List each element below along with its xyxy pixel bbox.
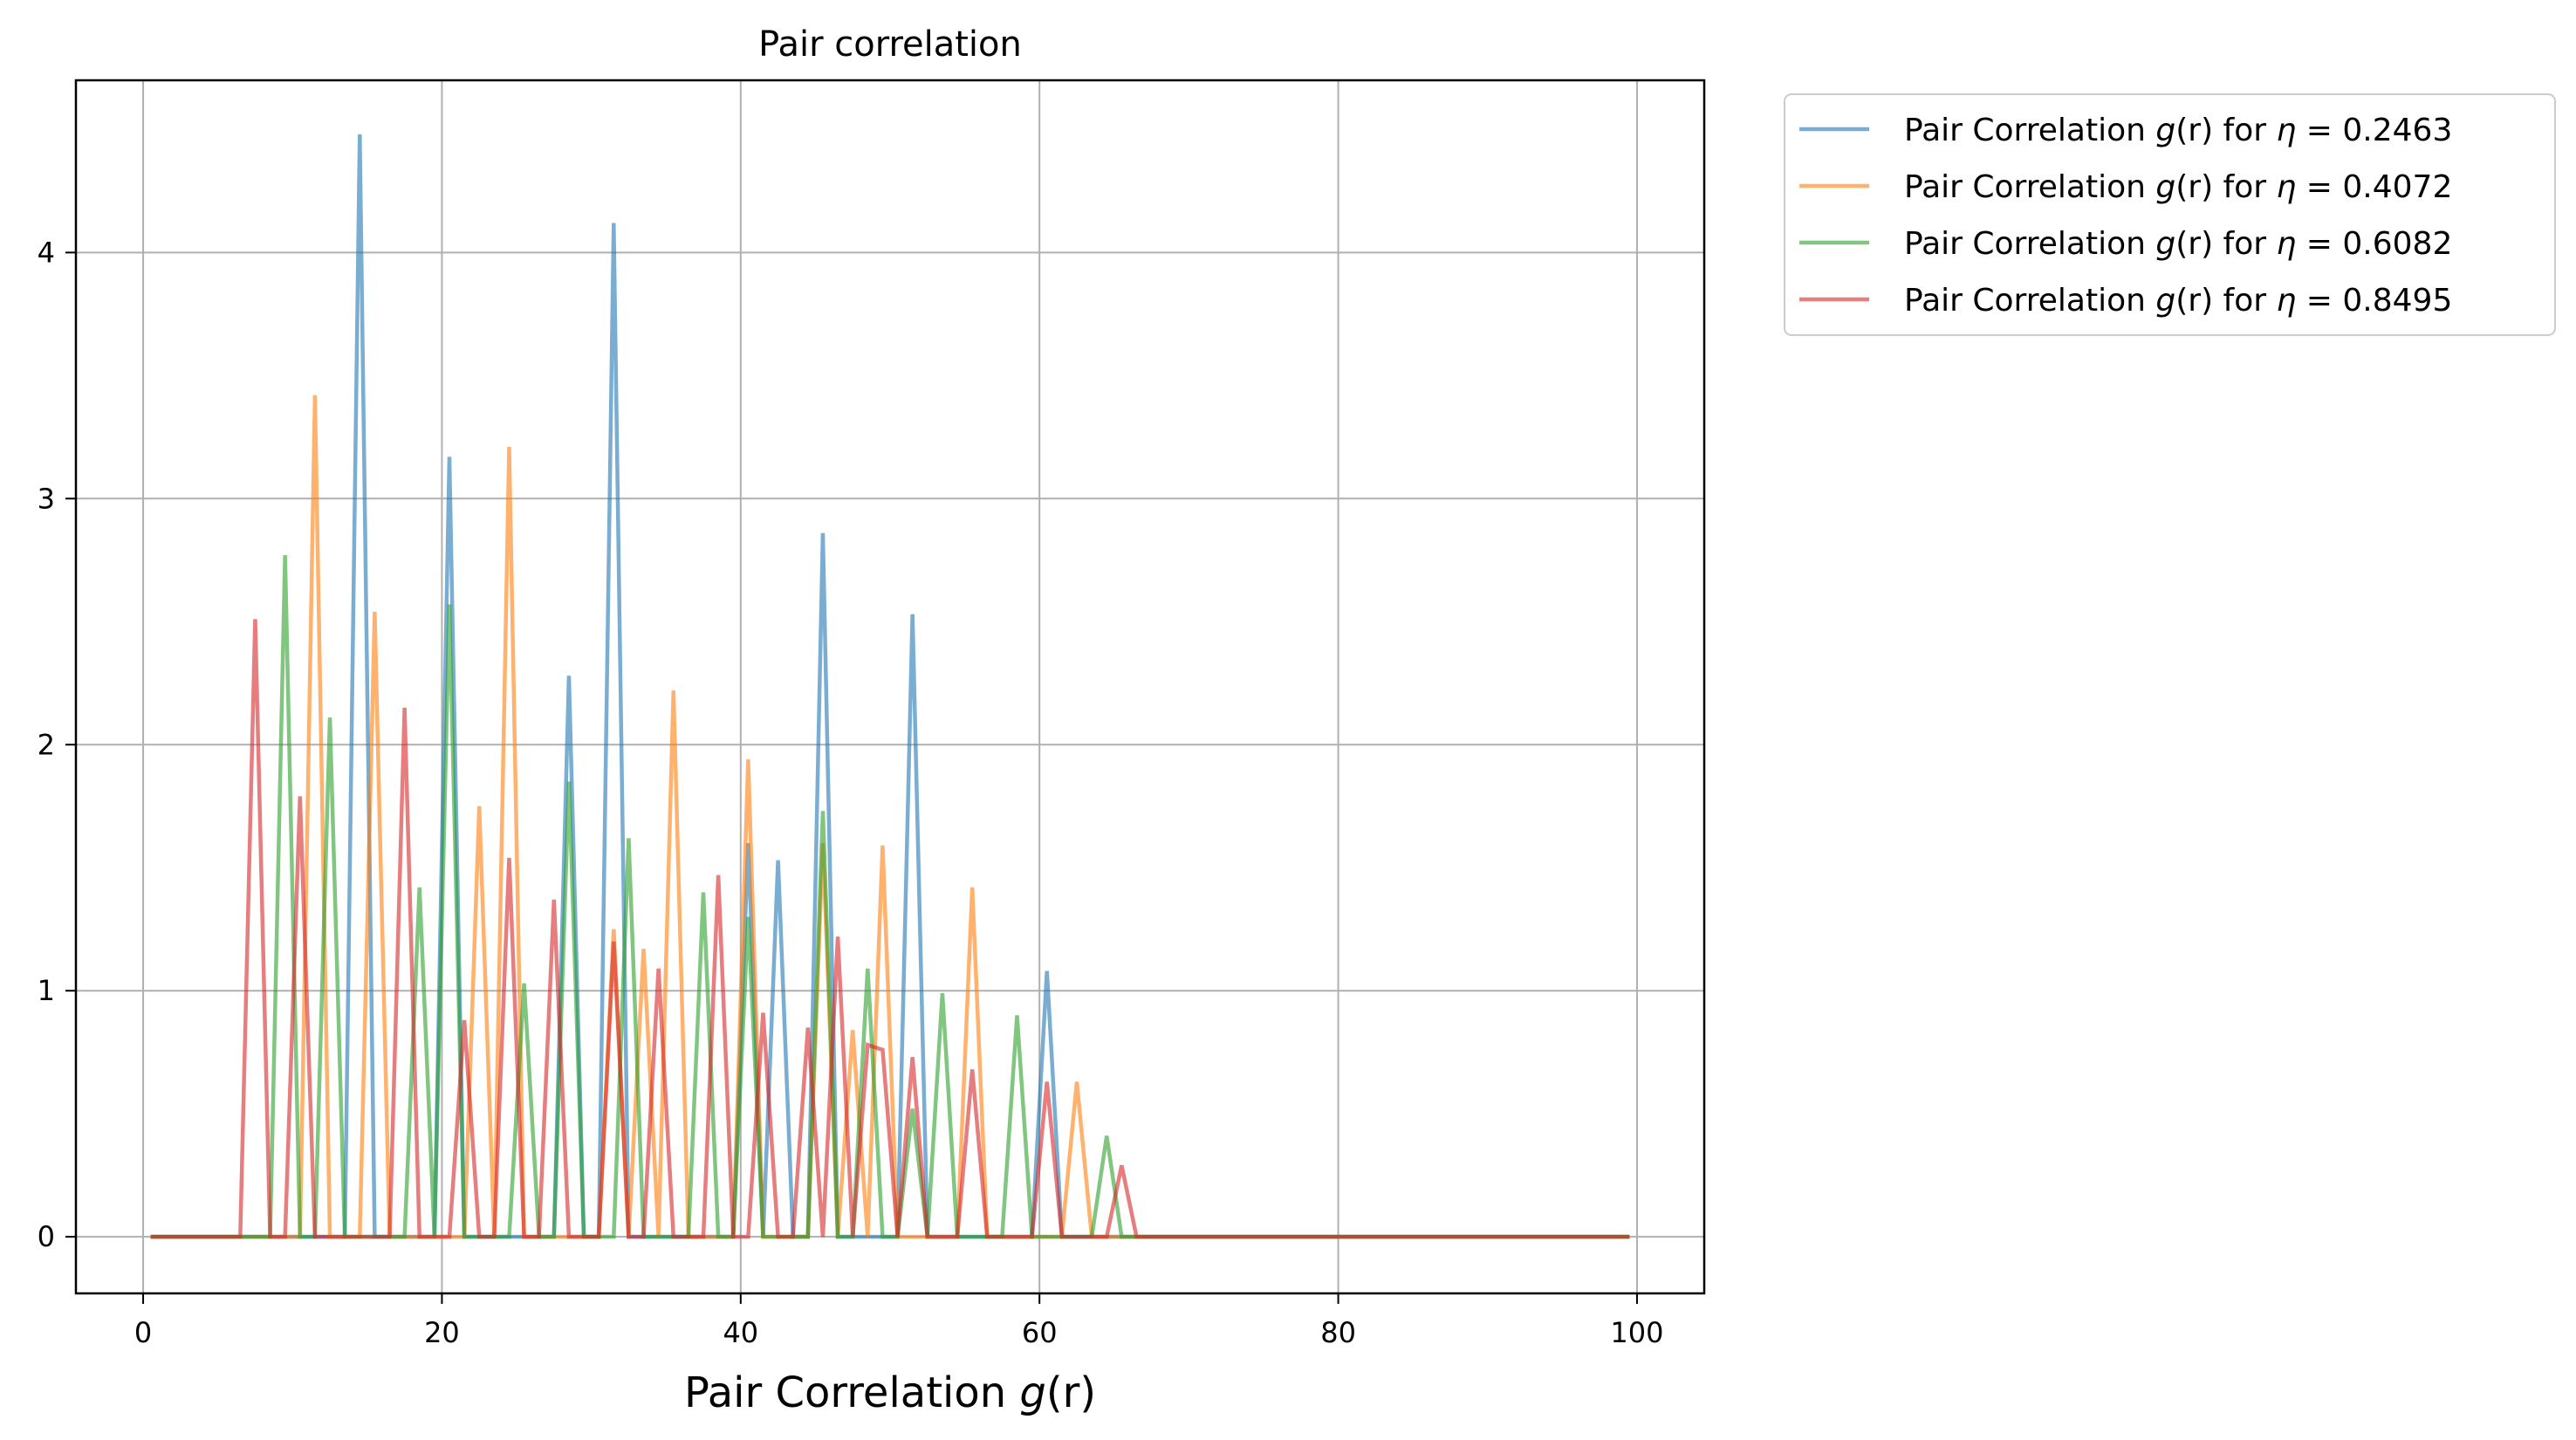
legend-label-func: g: [2155, 169, 2175, 205]
legend-label: Pair Correlation g(r) for η = 0.8495: [1904, 283, 2452, 319]
legend-label-eta: η: [2277, 169, 2297, 205]
x-tick-label: 20: [424, 1316, 460, 1349]
legend-item: Pair Correlation g(r) for η = 0.8495: [1799, 283, 2452, 319]
legend-label-value: 0.8495: [2342, 283, 2452, 319]
legend-label-func: g: [2155, 113, 2175, 148]
legend-label-eta: η: [2277, 113, 2297, 148]
legend-label-for: for: [2213, 169, 2276, 205]
y-tick-label: 1: [38, 974, 55, 1007]
legend-label-eq: =: [2296, 226, 2342, 262]
x-axis-label-suffix: (r): [1046, 1368, 1096, 1417]
legend-label-eta: η: [2277, 283, 2297, 319]
legend-label-prefix: Pair Correlation: [1904, 113, 2155, 148]
y-tick-label: 3: [38, 482, 55, 515]
legend-label-arg: (r): [2175, 283, 2213, 319]
legend-item: Pair Correlation g(r) for η = 0.4072: [1799, 169, 2452, 205]
y-tick-label: 4: [38, 236, 55, 269]
legend-item: Pair Correlation g(r) for η = 0.6082: [1799, 226, 2452, 262]
legend: Pair Correlation g(r) for η = 0.2463Pair…: [1784, 93, 2556, 336]
legend-label-arg: (r): [2175, 169, 2213, 205]
x-axis-label: Pair Correlation g(r): [684, 1368, 1096, 1417]
legend-label-eq: =: [2296, 169, 2342, 205]
legend-box: [1784, 93, 2556, 336]
legend-entries: Pair Correlation g(r) for η = 0.2463Pair…: [1799, 113, 2452, 319]
legend-label-prefix: Pair Correlation: [1904, 169, 2155, 205]
plot-frame: [74, 79, 1706, 1295]
x-tick-label: 0: [134, 1316, 152, 1349]
legend-label: Pair Correlation g(r) for η = 0.6082: [1904, 226, 2452, 262]
legend-label-for: for: [2213, 226, 2276, 262]
x-axis-label-prefix: Pair Correlation: [684, 1368, 1019, 1417]
x-tick-label: 60: [1022, 1316, 1058, 1349]
legend-label-arg: (r): [2175, 226, 2213, 262]
legend-label-eta: η: [2277, 226, 2297, 262]
axis-ticks: 0 20 40 60 80 100 0 1 2 3 4: [38, 236, 1664, 1349]
x-tick-label: 40: [723, 1316, 758, 1349]
legend-label: Pair Correlation g(r) for η = 0.2463: [1904, 113, 2452, 148]
legend-item: Pair Correlation g(r) for η = 0.2463: [1799, 113, 2452, 148]
series-lines: [150, 134, 1630, 1239]
x-tick-label: 100: [1610, 1316, 1663, 1349]
legend-label-func: g: [2155, 226, 2175, 262]
legend-label: Pair Correlation g(r) for η = 0.4072: [1904, 169, 2452, 205]
legend-label-prefix: Pair Correlation: [1904, 226, 2155, 262]
legend-label-for: for: [2213, 283, 2276, 319]
legend-label-value: 0.6082: [2342, 226, 2452, 262]
legend-label-for: for: [2213, 113, 2276, 148]
legend-label-value: 0.4072: [2342, 169, 2452, 205]
series-line-4: [150, 619, 1630, 1239]
y-tick-label: 2: [38, 728, 55, 761]
legend-label-prefix: Pair Correlation: [1904, 283, 2155, 319]
x-axis-label-math: g: [1019, 1368, 1045, 1417]
legend-label-eq: =: [2296, 283, 2342, 319]
legend-label-value: 0.2463: [2342, 113, 2452, 148]
y-tick-label: 0: [38, 1220, 55, 1253]
chart-title: Pair correlation: [758, 24, 1022, 65]
legend-label-eq: =: [2296, 113, 2342, 148]
x-tick-label: 80: [1320, 1316, 1356, 1349]
legend-label-func: g: [2155, 283, 2175, 319]
legend-label-arg: (r): [2175, 113, 2213, 148]
